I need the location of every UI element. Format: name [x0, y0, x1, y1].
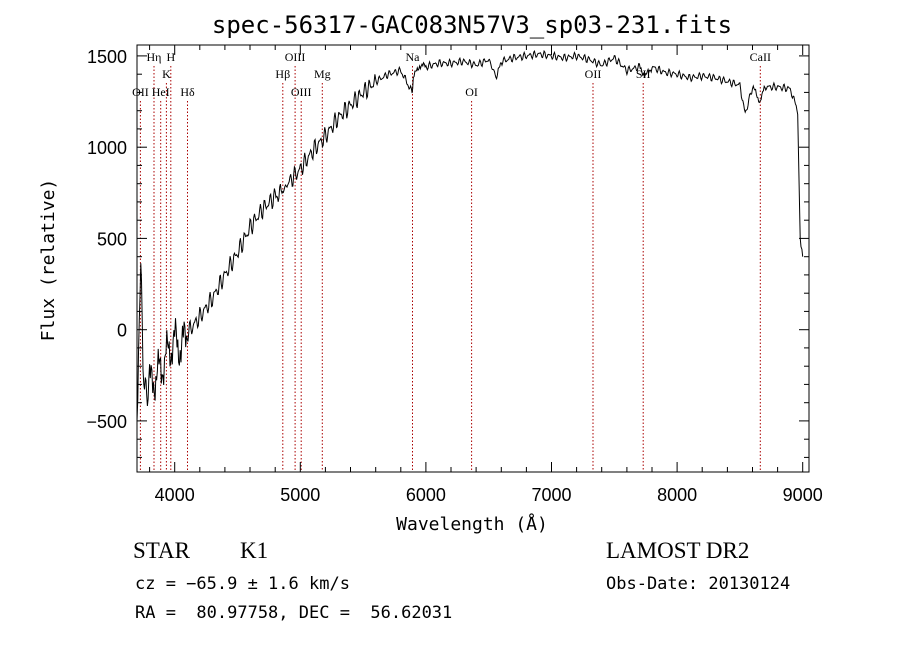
line-marker-label: CaII: [750, 50, 771, 64]
x-tick-label: 7000: [531, 485, 571, 505]
object-class: STAR: [133, 538, 190, 563]
line-marker-label: Hδ: [180, 85, 195, 99]
coordinates-text: RA = 80.97758, DEC = 56.62031: [135, 603, 453, 623]
y-tick-label: 0: [117, 321, 127, 341]
y-tick-label: 1000: [87, 138, 127, 158]
line-marker-label: OI: [465, 85, 478, 99]
x-axis: 4000 5000 6000 7000 8000 9000: [149, 45, 823, 505]
line-marker-label: H: [166, 50, 175, 64]
spectrum-line: [136, 49, 804, 422]
redshift-text: cz = −65.9 ± 1.6 km/s: [135, 574, 350, 594]
x-tick-label: 9000: [783, 485, 823, 505]
line-marker-label: Na: [406, 50, 421, 64]
plot-frame: [136, 44, 810, 473]
line-marker-label: OIII: [285, 50, 306, 64]
y-axis: −500 0 500 1000 1500: [86, 47, 809, 458]
obs-date-text: Obs-Date: 20130124: [606, 574, 791, 594]
survey-name: LAMOST DR2: [606, 538, 750, 563]
line-marker-label: OIII: [291, 85, 312, 99]
x-tick-label: 8000: [657, 485, 697, 505]
chart-title: spec-56317-GAC083N57V3_sp03-231.fits: [212, 11, 732, 39]
y-tick-label: −500: [86, 412, 127, 432]
y-tick-label: 500: [97, 229, 127, 249]
spectrum-series: [136, 49, 804, 422]
y-tick-label: 1500: [87, 47, 127, 67]
x-tick-label: 4000: [155, 485, 195, 505]
line-marker-label: Mg: [314, 67, 331, 81]
line-marker-label: Hη: [147, 50, 162, 64]
x-tick-label: 6000: [406, 485, 446, 505]
line-marker-label: OII: [585, 67, 602, 81]
x-tick-label: 5000: [280, 485, 320, 505]
line-marker-label: HeI: [152, 85, 170, 99]
line-marker-label: Hβ: [275, 67, 290, 81]
line-marker-label: K: [162, 67, 171, 81]
x-axis-label: Wavelength (Å): [396, 513, 548, 535]
object-subclass: K1: [240, 538, 269, 563]
y-axis-label: Flux (relative): [38, 179, 59, 342]
